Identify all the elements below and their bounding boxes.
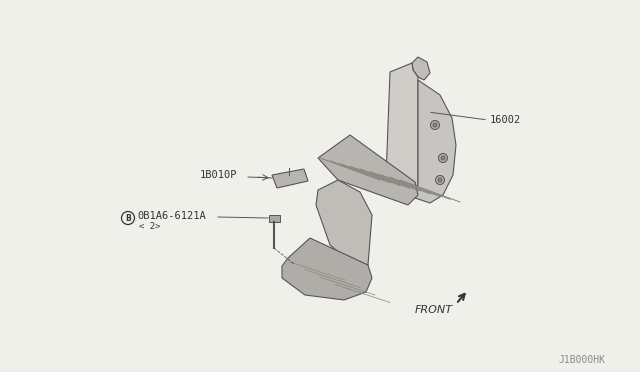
Polygon shape bbox=[272, 169, 308, 188]
Polygon shape bbox=[282, 238, 372, 300]
Circle shape bbox=[441, 156, 445, 160]
Text: 0B1A6-6121A: 0B1A6-6121A bbox=[137, 211, 205, 221]
Bar bbox=[269, 215, 280, 222]
Circle shape bbox=[433, 123, 437, 127]
Circle shape bbox=[431, 121, 440, 129]
Text: FRONT: FRONT bbox=[415, 305, 453, 315]
Polygon shape bbox=[316, 180, 372, 265]
Text: 1B010P: 1B010P bbox=[200, 170, 237, 180]
Text: 16002: 16002 bbox=[490, 115, 521, 125]
Circle shape bbox=[438, 154, 447, 163]
Circle shape bbox=[438, 178, 442, 182]
Polygon shape bbox=[386, 63, 418, 195]
Text: < 2>: < 2> bbox=[139, 221, 161, 231]
Text: J1B000HK: J1B000HK bbox=[558, 355, 605, 365]
Polygon shape bbox=[412, 57, 430, 80]
Polygon shape bbox=[408, 80, 456, 203]
Text: B: B bbox=[125, 214, 131, 222]
Circle shape bbox=[435, 176, 445, 185]
Polygon shape bbox=[318, 135, 418, 205]
